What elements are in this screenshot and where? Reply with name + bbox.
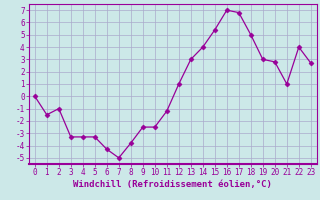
- X-axis label: Windchill (Refroidissement éolien,°C): Windchill (Refroidissement éolien,°C): [73, 180, 272, 189]
